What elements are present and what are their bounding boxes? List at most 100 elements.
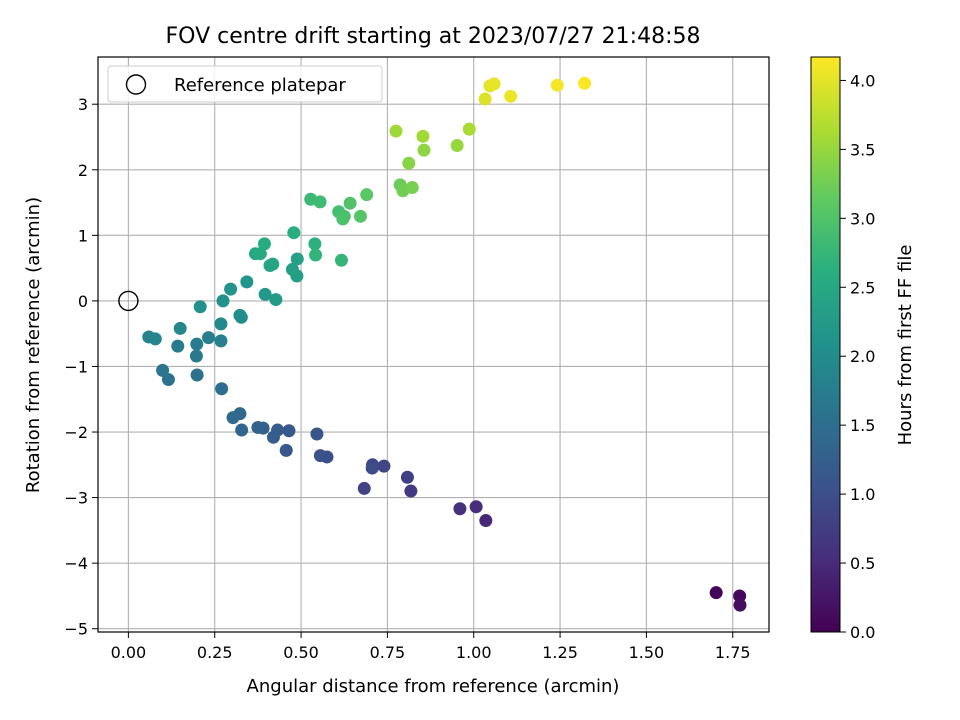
reference-platepar-marker	[118, 290, 139, 312]
data-point	[578, 76, 592, 90]
data-point	[190, 337, 204, 351]
legend-box	[107, 65, 383, 103]
legend: Reference platepar	[107, 65, 383, 103]
data-point	[462, 122, 476, 136]
colorbar-tick-label: 3.0	[850, 209, 875, 228]
colorbar-tick-label: 2.5	[850, 278, 875, 297]
colorbar-tick-label: 4.0	[850, 71, 875, 90]
x-tick-label: 1.25	[542, 643, 578, 662]
x-tick-label: 0.75	[370, 643, 406, 662]
data-point	[251, 420, 265, 434]
data-point	[224, 282, 238, 296]
data-point	[334, 253, 348, 267]
data-point	[282, 424, 296, 438]
data-point	[266, 257, 280, 271]
data-point	[360, 188, 374, 202]
data-point	[357, 481, 371, 495]
data-point	[487, 77, 501, 91]
data-point	[189, 349, 203, 363]
data-point	[400, 470, 414, 484]
colorbar-label: Hours from first FF file	[895, 245, 916, 446]
y-tick-label: 1	[78, 226, 88, 245]
data-point	[343, 196, 357, 210]
data-point	[405, 180, 419, 194]
data-point	[377, 459, 391, 473]
data-point	[353, 209, 367, 223]
plot-background	[98, 57, 769, 632]
data-point	[190, 368, 204, 382]
data-point	[171, 339, 185, 353]
y-tick-label: −2	[64, 423, 88, 442]
data-point	[733, 598, 747, 612]
data-point	[193, 300, 207, 314]
data-point	[290, 252, 304, 266]
data-point	[173, 321, 187, 335]
data-point	[404, 484, 418, 498]
data-point	[313, 195, 327, 209]
data-point	[216, 294, 230, 308]
colorbar-tick-label: 1.5	[850, 416, 875, 435]
colorbar-tick-label: 0.0	[850, 623, 875, 642]
data-point	[313, 449, 327, 463]
data-point	[235, 423, 249, 437]
data-point	[269, 293, 283, 307]
data-point	[479, 514, 493, 528]
y-axis-ticks: −5 −4 −3 −2 −1 0 1 2 3	[64, 95, 98, 639]
data-point	[202, 331, 216, 345]
data-point	[478, 92, 492, 106]
colorbar-ticks: 0.0 0.5 1.0 1.5 2.0 2.5 3.0 3.5 4.0	[840, 71, 875, 642]
data-point	[550, 78, 564, 92]
data-point	[402, 156, 416, 170]
plot-frame	[97, 56, 770, 633]
colorbar-tick-label: 0.5	[850, 554, 875, 573]
y-axis-label: Rotation from reference (arcmin)	[23, 197, 44, 493]
data-point	[215, 382, 229, 396]
data-point	[310, 427, 324, 441]
colorbar-tick-label: 2.0	[850, 347, 875, 366]
data-point	[253, 247, 267, 261]
colorbar-tick-label: 3.5	[850, 140, 875, 159]
data-point	[266, 430, 280, 444]
data-point	[287, 226, 301, 240]
data-point	[417, 143, 431, 157]
grid	[98, 57, 769, 632]
scatter-points	[142, 76, 747, 612]
data-point	[365, 461, 379, 475]
x-tick-label: 1.75	[715, 643, 751, 662]
y-tick-label: −4	[64, 554, 88, 573]
data-point	[226, 411, 240, 425]
y-tick-label: −5	[64, 620, 88, 639]
y-tick-label: 3	[78, 95, 88, 114]
data-point	[240, 275, 254, 289]
plot-area: 0.00 0.25 0.50 0.75 1.00 1.25 1.50 1.75 −5−4−3−…	[64, 56, 770, 662]
data-point	[234, 310, 248, 324]
data-point	[148, 332, 162, 346]
data-point	[504, 89, 518, 103]
data-point	[416, 129, 430, 143]
data-point	[258, 287, 272, 301]
x-tick-label: 0.25	[197, 643, 233, 662]
data-point	[336, 212, 350, 226]
data-point	[156, 363, 170, 377]
data-point	[389, 124, 403, 138]
x-tick-label: 1.50	[629, 643, 665, 662]
data-point	[279, 443, 293, 457]
data-point	[257, 237, 271, 251]
data-point	[453, 502, 467, 516]
data-point	[308, 237, 322, 251]
data-point	[309, 248, 323, 262]
legend-marker-icon	[125, 74, 147, 95]
x-tick-label: 0.00	[111, 643, 147, 662]
legend-label: Reference platepar	[174, 75, 346, 96]
data-point	[285, 262, 299, 276]
data-point	[733, 589, 747, 603]
y-tick-label: 0	[78, 292, 88, 311]
data-point	[469, 500, 483, 514]
data-point	[709, 586, 723, 600]
y-tick-label: −1	[64, 357, 88, 376]
data-point	[214, 317, 228, 331]
y-tick-label: 2	[78, 161, 88, 180]
data-point	[450, 139, 464, 153]
colorbar: 0.0 0.5 1.0 1.5 2.0 2.5 3.0 3.5 4.0 Hours from f…	[810, 56, 916, 642]
